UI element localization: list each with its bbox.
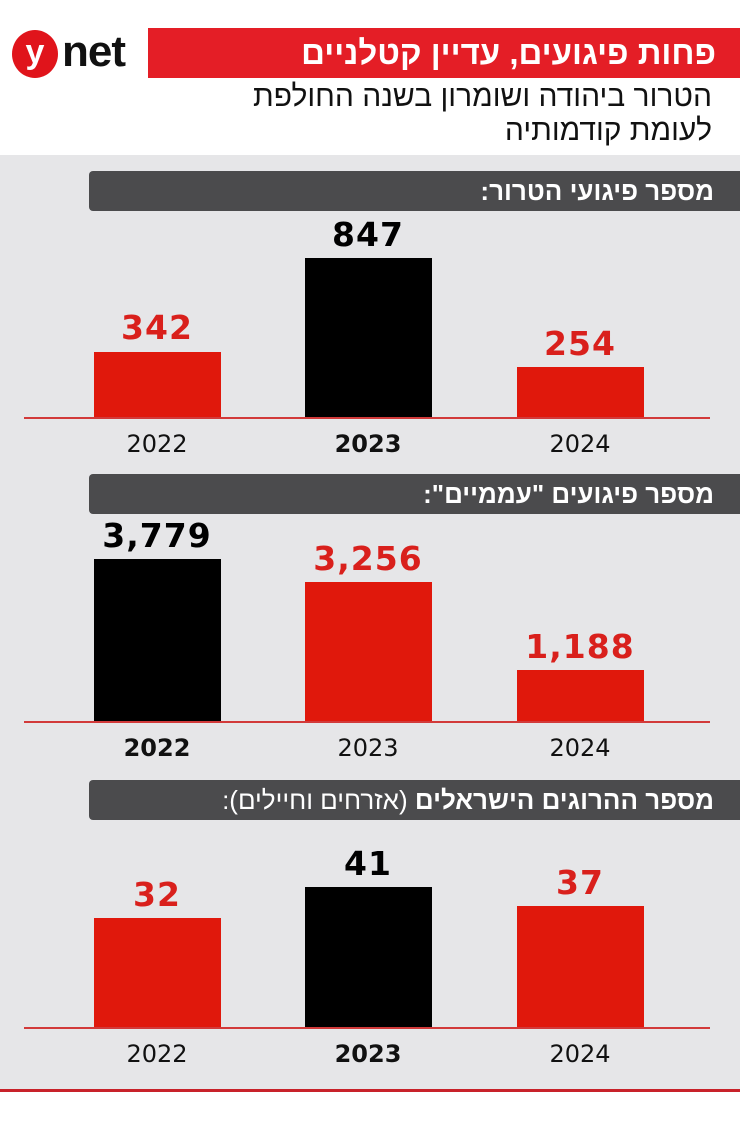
year-label-2022: 2022: [123, 734, 191, 762]
bar-value-2023: 41: [344, 844, 392, 883]
bar-value-2023: 3,256: [313, 539, 423, 578]
baseline: [24, 721, 710, 723]
section-title-light: (אזרחים וחיילים):: [222, 785, 415, 815]
bar-2022: [94, 352, 221, 418]
bar-value-2024: 254: [544, 324, 616, 363]
bar-value-2022: 3,779: [102, 516, 212, 555]
ynet-logo-letter: y: [25, 33, 45, 71]
year-label-2023: 2023: [334, 1040, 402, 1068]
bar-value-2023: 847: [332, 215, 404, 254]
ynet-logo-text: net: [62, 27, 126, 76]
ynet-logo-circle: y: [12, 30, 58, 78]
year-label-2023: 2023: [337, 734, 399, 762]
subtitle: הטרור ביהודה ושומרון בשנה החולפת לעומת ק…: [92, 80, 712, 148]
section-header-attacks: מספר פיגועי הטרור:: [89, 171, 740, 211]
section-title: מספר פיגועים "עממיים":: [423, 479, 714, 509]
subtitle-line-1: הטרור ביהודה ושומרון בשנה החולפת: [253, 80, 712, 113]
section-title: מספר ההרוגים הישראלים (אזרחים וחיילים):: [222, 783, 714, 817]
bar-2024: [517, 670, 644, 722]
year-label-2024: 2024: [549, 430, 611, 458]
year-label-2022: 2022: [126, 1040, 188, 1068]
bar-value-2022: 342: [121, 308, 193, 347]
subtitle-line-2: לעומת קודמותיה: [504, 114, 712, 147]
ynet-logo: y net: [12, 27, 142, 80]
bar-2023: [305, 258, 432, 418]
baseline: [24, 1027, 710, 1029]
baseline: [24, 417, 710, 419]
bar-value-2024: 37: [556, 863, 604, 902]
year-label-2024: 2024: [549, 734, 611, 762]
bar-2024: [517, 906, 644, 1028]
title-banner: פחות פיגועים, עדיין קטלניים: [148, 28, 740, 78]
section-title-bold: מספר ההרוגים הישראלים: [414, 785, 714, 815]
bar-2023: [305, 582, 432, 722]
bar-value-2024: 1,188: [525, 627, 635, 666]
year-label-2024: 2024: [549, 1040, 611, 1068]
section-header-fatalities: מספר ההרוגים הישראלים (אזרחים וחיילים):: [89, 780, 740, 820]
year-label-2022: 2022: [126, 430, 188, 458]
bar-2024: [517, 367, 644, 418]
bar-2022: [94, 559, 221, 722]
bar-2022: [94, 918, 221, 1028]
bar-2023: [305, 887, 432, 1028]
bar-value-2022: 32: [133, 875, 181, 914]
section-header-popular-attacks: מספר פיגועים "עממיים":: [89, 474, 740, 514]
year-label-2023: 2023: [334, 430, 402, 458]
section-title: מספר פיגועי הטרור:: [480, 176, 714, 206]
page-title: פחות פיגועים, עדיין קטלניים: [301, 34, 716, 71]
